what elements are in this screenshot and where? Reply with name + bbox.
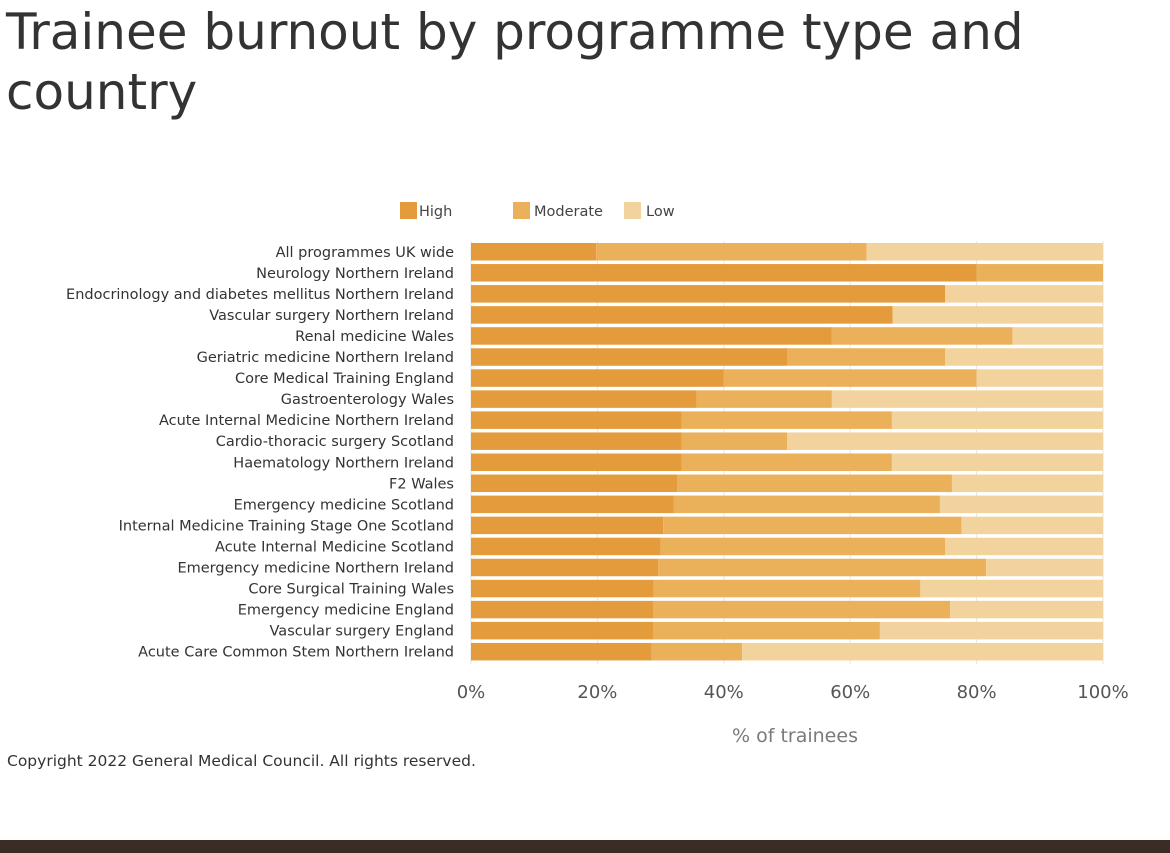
bar-segment-low: [920, 579, 1103, 598]
bar-segment-moderate: [677, 474, 952, 493]
bar-segment-high: [471, 495, 674, 514]
bar-segment-low: [787, 432, 1103, 450]
category-label: Neurology Northern Ireland: [256, 266, 454, 282]
category-label: Core Medical Training England: [235, 371, 454, 387]
bar-segment-high: [471, 306, 893, 324]
bar-segment-high: [471, 285, 945, 303]
bar-segment-high: [471, 558, 659, 577]
category-label: Cardio-thoracic surgery Scotland: [216, 434, 454, 450]
bar-segment-high: [471, 474, 678, 493]
bar-segment-moderate: [681, 432, 787, 450]
legend-swatch-moderate: [513, 202, 530, 219]
bar-segment-low: [866, 243, 1103, 261]
category-label: Gastroenterology Wales: [281, 392, 454, 408]
bar-segment-low: [951, 474, 1103, 493]
category-label: F2 Wales: [389, 476, 454, 492]
bar-segment-low: [892, 306, 1103, 324]
category-label: Internal Medicine Training Stage One Sco…: [119, 518, 454, 534]
bar-segment-low: [1012, 327, 1103, 345]
category-label: Emergency medicine Northern Ireland: [177, 561, 454, 577]
category-label: Renal medicine Wales: [295, 329, 454, 345]
category-label: Geriatric medicine Northern Ireland: [197, 350, 454, 366]
category-label: Acute Internal Medicine Northern Ireland: [159, 413, 454, 429]
bar-segment-high: [471, 327, 832, 345]
chart-bars: [471, 243, 1103, 661]
copyright-notice: Copyright 2022 General Medical Council. …: [7, 752, 476, 770]
bar-segment-moderate: [681, 411, 892, 429]
bar-segment-low: [976, 369, 1103, 387]
bar-segment-low: [950, 600, 1103, 619]
bar-segment-low: [961, 516, 1103, 535]
x-axis-label: % of trainees: [732, 725, 858, 747]
page-title: Trainee burnout by programme type and co…: [6, 3, 1024, 121]
bar-segment-high: [471, 432, 682, 450]
category-labels: All programmes UK wide Neurology Northern…: [66, 245, 454, 661]
bar-segment-high: [471, 579, 654, 598]
bar-segment-high: [471, 621, 654, 640]
bar-segment-moderate: [831, 327, 1013, 345]
category-label: Emergency medicine England: [238, 603, 454, 619]
category-label: Acute Care Common Stem Northern Ireland: [138, 645, 454, 661]
bar-segment-moderate: [696, 390, 832, 408]
bar-segment-moderate: [596, 243, 867, 261]
x-tick-label: 60%: [830, 682, 870, 703]
bar-segment-low: [939, 495, 1103, 514]
bar-segment-low: [986, 558, 1103, 577]
bar-segment-low: [742, 642, 1103, 661]
bar-segment-moderate: [658, 558, 987, 577]
category-label: Emergency medicine Scotland: [234, 497, 454, 513]
legend-swatch-low: [624, 202, 641, 219]
bar-segment-high: [471, 243, 597, 261]
bar-segment-high: [471, 516, 664, 535]
x-tick-label: 100%: [1077, 682, 1128, 703]
bar-segment-low: [891, 411, 1103, 429]
bar-segment-high: [471, 642, 652, 661]
bar-segment-high: [471, 264, 977, 282]
bar-segment-low: [945, 285, 1103, 303]
legend-label-low: Low: [646, 204, 675, 220]
bar-segment-moderate: [660, 537, 945, 556]
bar-segment-high: [471, 600, 654, 619]
chart-grid: [470, 241, 1104, 664]
bar-segment-moderate: [651, 642, 743, 661]
bar-segment-low: [879, 621, 1103, 640]
chart-legend: High Moderate Low: [400, 202, 675, 220]
bar-segment-moderate: [663, 516, 962, 535]
x-tick-label: 0%: [457, 682, 486, 703]
category-label: Acute Internal Medicine Scotland: [215, 539, 454, 555]
legend-label-moderate: Moderate: [534, 204, 603, 220]
x-tick-label: 20%: [577, 682, 617, 703]
footer-bar: [0, 840, 1170, 853]
stacked-bar-chart: High Moderate Low All programmes UK wide Ne…: [66, 202, 1129, 747]
category-label: Vascular surgery Northern Ireland: [209, 308, 454, 324]
bar-segment-high: [471, 348, 787, 366]
bar-segment-moderate: [673, 495, 940, 514]
category-label: Haematology Northern Ireland: [233, 455, 454, 471]
bar-segment-high: [471, 369, 724, 387]
x-tick-label: 80%: [957, 682, 997, 703]
category-label: Vascular surgery England: [270, 624, 454, 640]
bar-segment-moderate: [787, 348, 945, 366]
x-tick-label: 40%: [704, 682, 744, 703]
legend-label-high: High: [419, 204, 452, 220]
x-axis-ticks: 0% 20% 40% 60% 80% 100%: [457, 682, 1129, 703]
bar-segment-moderate: [723, 369, 977, 387]
bar-segment-low: [891, 453, 1103, 471]
bar-segment-high: [471, 453, 682, 471]
legend-swatch-high: [400, 202, 417, 219]
bar-segment-high: [471, 411, 682, 429]
bar-segment-low: [831, 390, 1103, 408]
category-label: Endocrinology and diabetes mellitus Nort…: [66, 287, 454, 303]
bar-segment-low: [945, 348, 1103, 366]
bar-segment-moderate: [681, 453, 892, 471]
category-label: All programmes UK wide: [276, 245, 455, 261]
bar-segment-high: [471, 537, 661, 556]
bar-segment-low: [945, 537, 1103, 556]
category-label: Core Surgical Training Wales: [248, 582, 454, 598]
bar-segment-moderate: [976, 264, 1103, 282]
bar-segment-moderate: [653, 600, 951, 619]
bar-segment-moderate: [653, 579, 921, 598]
bar-segment-moderate: [653, 621, 880, 640]
bar-segment-high: [471, 390, 697, 408]
